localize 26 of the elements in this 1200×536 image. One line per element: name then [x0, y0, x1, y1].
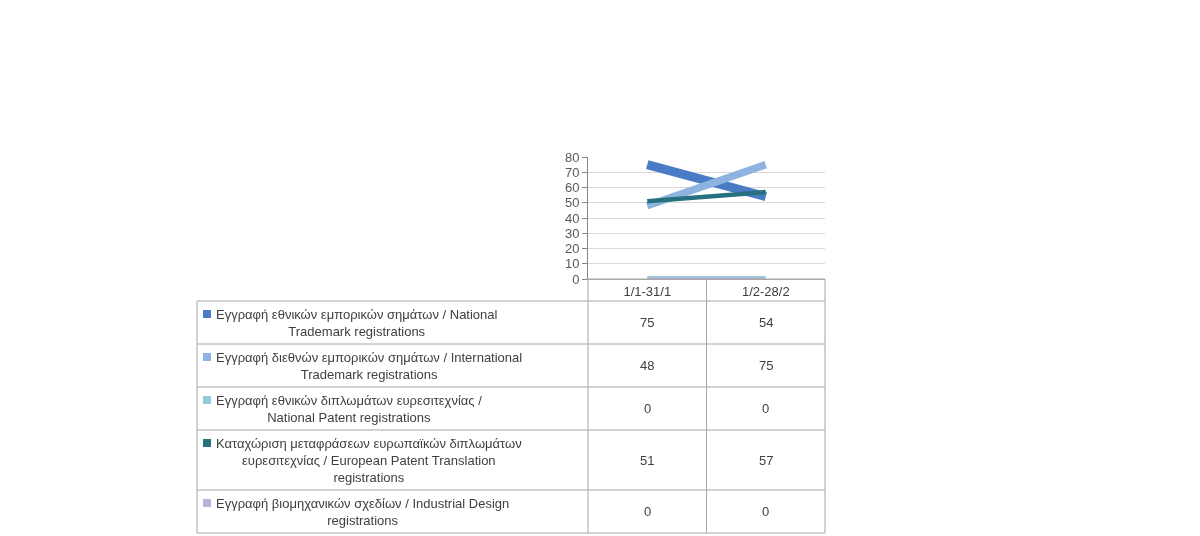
- x-tick-label: 1/2-28/2: [741, 283, 790, 299]
- data-label: 51: [640, 453, 655, 468]
- y-tick-label: 0: [572, 271, 580, 287]
- y-tick-label: 20: [564, 241, 580, 257]
- y-tick-label: 40: [564, 210, 580, 226]
- data-label: 48: [640, 358, 655, 373]
- legend-label: Εγγραφή βιομηχανικών σχεδίων / Industrial Design registrations: [216, 496, 510, 528]
- data-label: 0: [762, 504, 770, 519]
- data-label: 0: [762, 401, 770, 416]
- legend-label: Εγγραφή διεθνών εμπορικών σημάτων / International Trademark registrations: [216, 350, 523, 382]
- y-tick-label: 10: [564, 256, 580, 272]
- data-label: 54: [759, 315, 774, 330]
- legend-label: Καταχώριση μεταφράσεων ευρωπαϊκών διπλωμάτων ευρεσιτεχνίας / European Patent Translation registrations: [216, 436, 522, 485]
- y-tick-label: 70: [564, 164, 580, 180]
- y-tick-label: 60: [564, 180, 580, 196]
- y-tick-label: 80: [564, 149, 580, 165]
- data-label: 57: [759, 453, 774, 468]
- legend-label: Εγγραφή εθνικών διπλωμάτων ευρεσιτεχνίας / National Patent registrations: [216, 393, 483, 425]
- data-label: 0: [644, 504, 652, 519]
- y-tick-label: 50: [564, 195, 580, 211]
- legend-label: Εγγραφή εθνικών εμπορικών σημάτων / National Trademark registrations: [216, 307, 498, 339]
- y-tick-label: 30: [564, 225, 580, 241]
- data-label: 75: [640, 315, 655, 330]
- data-label: 75: [759, 358, 774, 373]
- x-tick-label: 1/1-31/1: [623, 283, 672, 299]
- data-label: 0: [644, 401, 652, 416]
